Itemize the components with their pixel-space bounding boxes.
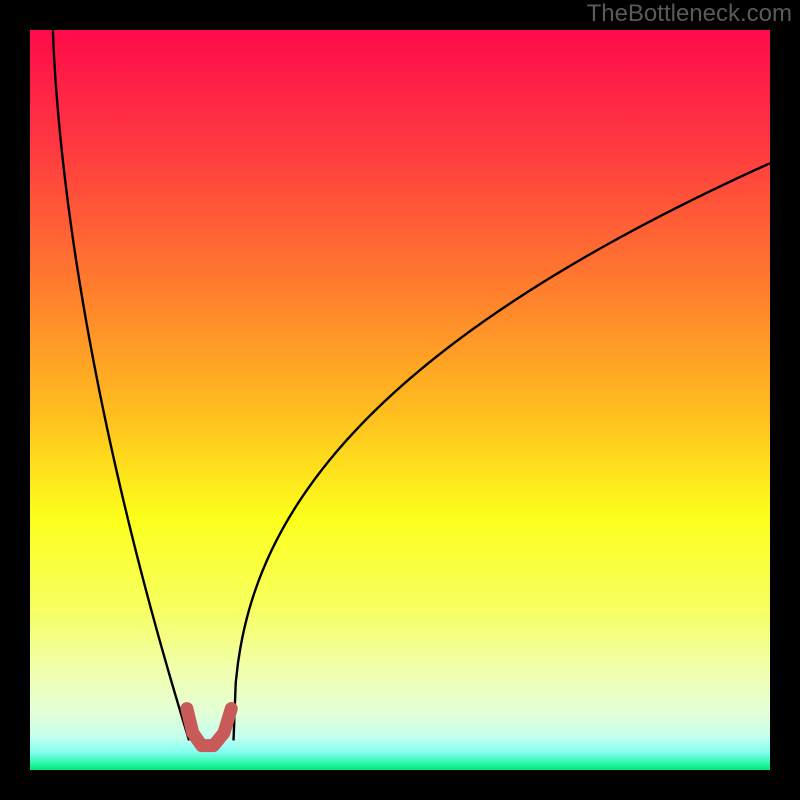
valley-marker xyxy=(187,709,231,746)
stage: TheBottleneck.com xyxy=(0,0,800,800)
watermark-text: TheBottleneck.com xyxy=(587,0,792,28)
bottleneck-curve xyxy=(52,0,770,740)
plot-area xyxy=(30,30,770,770)
curve-overlay xyxy=(30,30,770,770)
